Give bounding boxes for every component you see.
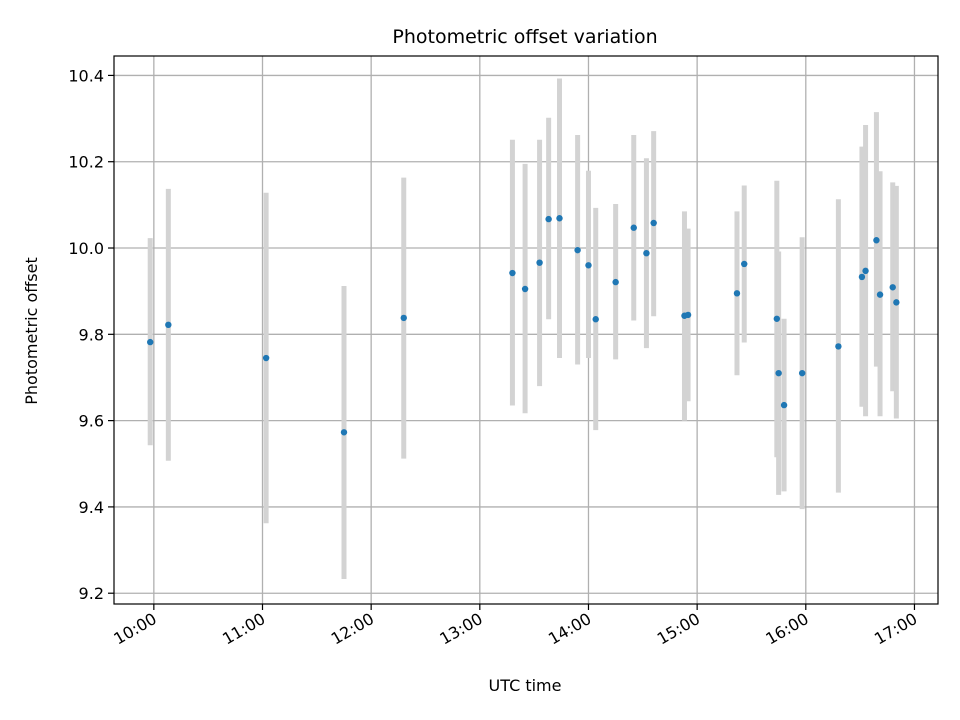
data-point — [780, 401, 788, 409]
data-point — [650, 219, 657, 227]
data-point — [340, 429, 348, 436]
y-tick-label: 9.6 — [79, 412, 104, 431]
data-point — [773, 315, 781, 322]
data-point — [165, 321, 172, 329]
y-tick-label: 10.2 — [68, 153, 104, 172]
y-axis-label: Photometric offset — [22, 257, 41, 405]
x-axis-label: UTC time — [489, 676, 562, 695]
data-point — [630, 224, 637, 231]
data-point — [556, 215, 563, 222]
y-tick-label: 9.2 — [79, 584, 104, 603]
y-tick-label: 10.4 — [68, 66, 104, 85]
y-tick-label: 9.4 — [79, 498, 104, 517]
data-point — [873, 237, 880, 244]
plot-frame — [113, 55, 939, 605]
point-layer — [147, 215, 900, 436]
data-point — [835, 343, 842, 350]
data-point — [684, 311, 692, 319]
data-point — [509, 269, 516, 277]
data-point — [262, 354, 270, 362]
data-point — [545, 215, 552, 223]
data-point — [147, 338, 154, 346]
data-point — [612, 278, 619, 286]
data-point — [400, 314, 407, 322]
data-point — [733, 290, 741, 297]
y-tick-label: 9.8 — [79, 325, 104, 344]
data-point — [876, 291, 884, 298]
data-point — [585, 262, 592, 269]
data-point — [521, 285, 529, 293]
data-point — [775, 369, 782, 377]
data-point — [893, 299, 900, 306]
data-point — [889, 284, 896, 291]
data-point — [536, 259, 543, 266]
chart-title: Photometric offset variation — [392, 26, 657, 48]
data-point — [862, 267, 869, 275]
data-point — [858, 273, 866, 281]
y-tick-label: 10.0 — [68, 239, 104, 258]
data-point — [592, 316, 599, 323]
data-point — [643, 249, 650, 257]
data-point — [574, 246, 581, 254]
data-point — [798, 369, 806, 377]
data-point — [741, 260, 748, 268]
